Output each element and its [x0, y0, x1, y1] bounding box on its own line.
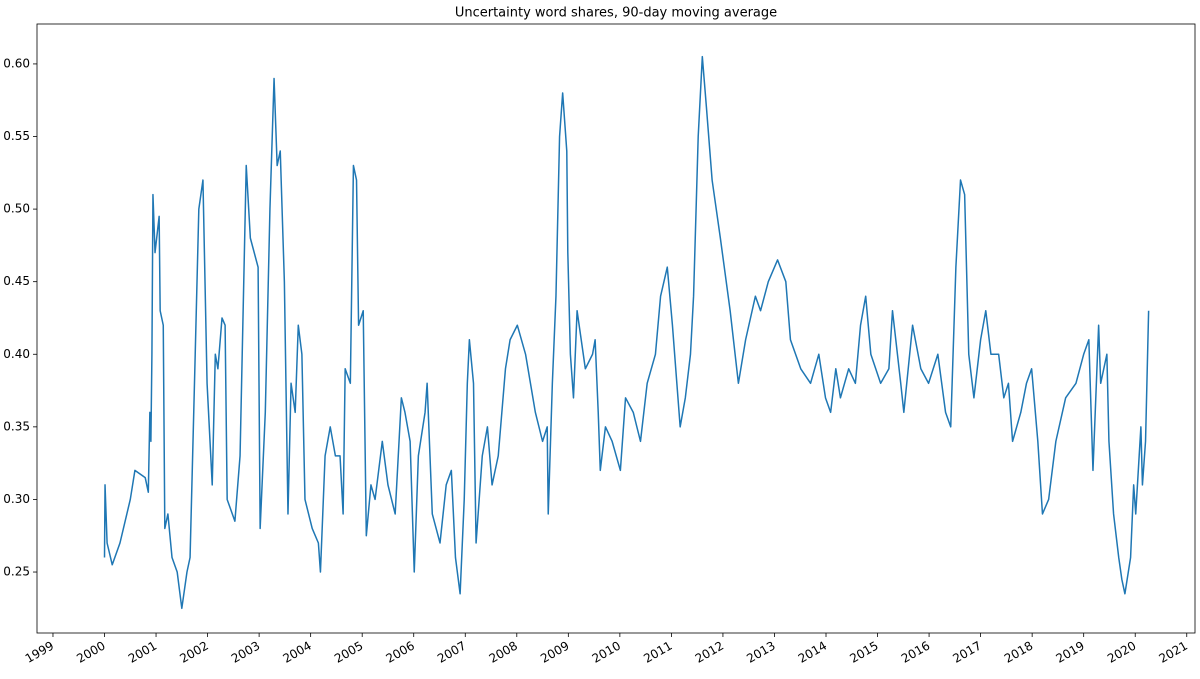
plot-frame	[36, 23, 1196, 634]
x-tick-label: 2014	[796, 639, 829, 666]
y-tick-label: 0.25	[3, 565, 30, 579]
x-tick-label: 1999	[23, 639, 56, 666]
x-tick-label: 2011	[641, 639, 674, 666]
x-tick-label: 2020	[1105, 639, 1138, 666]
x-tick-label: 2009	[538, 639, 571, 666]
y-tick-label: 0.40	[3, 347, 30, 361]
x-tick-label: 2001	[126, 639, 159, 666]
x-tick-label: 2015	[847, 639, 880, 666]
x-tick-label: 2004	[280, 639, 313, 666]
x-tick-label: 2010	[590, 639, 623, 666]
x-tick-label: 2012	[693, 639, 726, 666]
y-tick-label: 0.55	[3, 129, 30, 143]
chart-title: Uncertainty word shares, 90-day moving a…	[455, 6, 777, 21]
x-tick-label: 2019	[1053, 639, 1086, 666]
x-tick-label: 2013	[744, 639, 777, 666]
y-tick-label: 0.60	[3, 56, 30, 70]
x-tick-label: 2002	[177, 639, 210, 666]
x-tick-label: 2003	[229, 639, 262, 666]
x-tick-label: 2018	[1002, 639, 1035, 666]
x-tick-label: 2016	[899, 639, 932, 666]
y-tick-label: 0.50	[3, 202, 30, 216]
x-tick-label: 2005	[332, 639, 365, 666]
x-tick-label: 2021	[1157, 639, 1190, 666]
x-tick-label: 2000	[74, 639, 107, 666]
x-tick-label: 2017	[950, 639, 983, 666]
y-tick-label: 0.30	[3, 492, 30, 506]
x-tick-label: 2008	[487, 639, 520, 666]
series-line	[103, 55, 1150, 610]
y-tick-label: 0.45	[3, 274, 30, 288]
x-tick-label: 2007	[435, 639, 468, 666]
y-tick-label: 0.35	[3, 419, 30, 433]
x-tick-label: 2006	[384, 639, 417, 666]
